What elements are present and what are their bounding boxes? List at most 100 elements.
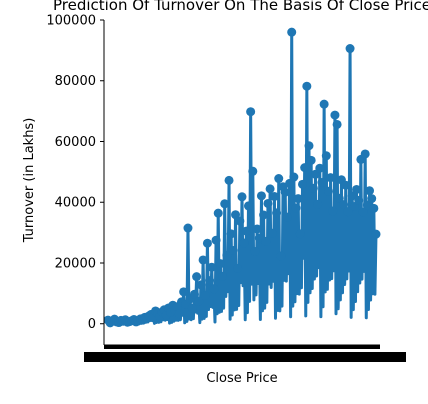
data-point xyxy=(317,178,327,187)
data-point xyxy=(282,212,292,222)
data-point xyxy=(252,224,262,234)
series-marks xyxy=(103,27,381,328)
data-point xyxy=(224,175,234,185)
data-point xyxy=(328,206,338,216)
data-point xyxy=(220,199,230,209)
data-point xyxy=(174,309,184,319)
data-point xyxy=(267,228,277,238)
data-point xyxy=(241,226,251,236)
x-tick-label-left: 2 xyxy=(84,351,92,366)
data-point xyxy=(246,107,256,117)
data-point xyxy=(302,81,312,91)
data-point xyxy=(213,208,223,218)
data-point xyxy=(250,246,260,256)
data-point xyxy=(189,289,199,299)
data-point xyxy=(207,262,217,272)
data-point xyxy=(198,255,208,265)
data-point xyxy=(200,290,210,300)
data-point xyxy=(276,251,286,261)
data-point xyxy=(194,296,204,306)
data-point xyxy=(289,172,299,182)
data-point xyxy=(235,216,245,226)
data-point xyxy=(239,238,249,248)
x-axis-label: Close Price xyxy=(206,371,277,386)
data-point xyxy=(367,194,377,204)
data-point xyxy=(298,179,308,189)
data-point xyxy=(293,194,303,204)
data-point xyxy=(343,207,353,217)
data-point xyxy=(306,155,316,165)
data-point xyxy=(330,110,340,120)
data-point xyxy=(341,180,351,190)
data-point xyxy=(192,272,202,282)
data-point xyxy=(291,203,301,213)
data-point xyxy=(228,246,238,256)
data-point xyxy=(265,184,275,194)
data-point xyxy=(215,259,225,269)
data-point xyxy=(187,303,197,313)
data-point xyxy=(274,174,284,184)
x-tick-marks-dense xyxy=(104,345,380,349)
data-point xyxy=(237,192,247,202)
data-point xyxy=(352,184,362,194)
data-point xyxy=(300,163,310,173)
data-point xyxy=(354,195,364,205)
y-axis-ticks: 0 20000 40000 60000 80000 100000 xyxy=(46,14,104,332)
data-point xyxy=(315,163,325,173)
series-line xyxy=(106,30,378,326)
data-point xyxy=(295,229,305,239)
data-point xyxy=(285,178,295,188)
data-point xyxy=(371,229,381,239)
y-tick-label: 80000 xyxy=(55,74,96,89)
data-point xyxy=(308,183,318,193)
data-point xyxy=(323,186,333,196)
data-point xyxy=(369,203,379,213)
chart-title: Prediction Of Turnover On The Basis Of C… xyxy=(53,0,428,14)
data-point xyxy=(360,149,370,159)
data-point xyxy=(280,187,290,197)
data-point xyxy=(334,193,344,203)
data-point xyxy=(261,236,271,246)
data-point xyxy=(319,99,329,109)
y-tick-label: 40000 xyxy=(55,196,96,211)
data-point xyxy=(358,207,368,217)
y-tick-label: 100000 xyxy=(46,14,96,29)
y-tick-label: 20000 xyxy=(55,256,96,271)
data-point xyxy=(196,280,206,290)
data-point xyxy=(209,284,219,294)
data-point xyxy=(259,210,269,220)
data-point xyxy=(183,223,193,233)
x-tick-labels-overlapping xyxy=(84,352,406,362)
data-point xyxy=(179,287,189,297)
data-point xyxy=(304,141,314,151)
data-point xyxy=(365,186,375,196)
y-axis-label: Turnover (in Lakhs) xyxy=(22,118,37,244)
data-point xyxy=(248,166,258,176)
data-point xyxy=(332,119,342,129)
data-point xyxy=(231,210,241,220)
data-point xyxy=(287,27,297,37)
data-point xyxy=(233,263,243,273)
data-point xyxy=(345,44,355,54)
data-point xyxy=(272,208,282,218)
data-point xyxy=(339,200,349,210)
data-point xyxy=(205,276,215,286)
data-point xyxy=(226,229,236,239)
data-point xyxy=(321,151,331,161)
data-point xyxy=(202,238,212,248)
x-tick-label-right: 5 xyxy=(398,351,406,366)
data-point xyxy=(347,191,357,201)
data-point xyxy=(313,199,323,209)
data-point xyxy=(211,235,221,245)
x-tick-band xyxy=(84,345,406,362)
data-point xyxy=(256,191,266,201)
data-point xyxy=(218,271,228,281)
data-point xyxy=(269,191,279,201)
data-point xyxy=(222,250,232,260)
data-point xyxy=(243,201,253,211)
y-tick-label: 60000 xyxy=(55,135,96,150)
data-point xyxy=(263,198,273,208)
data-point xyxy=(326,173,336,183)
